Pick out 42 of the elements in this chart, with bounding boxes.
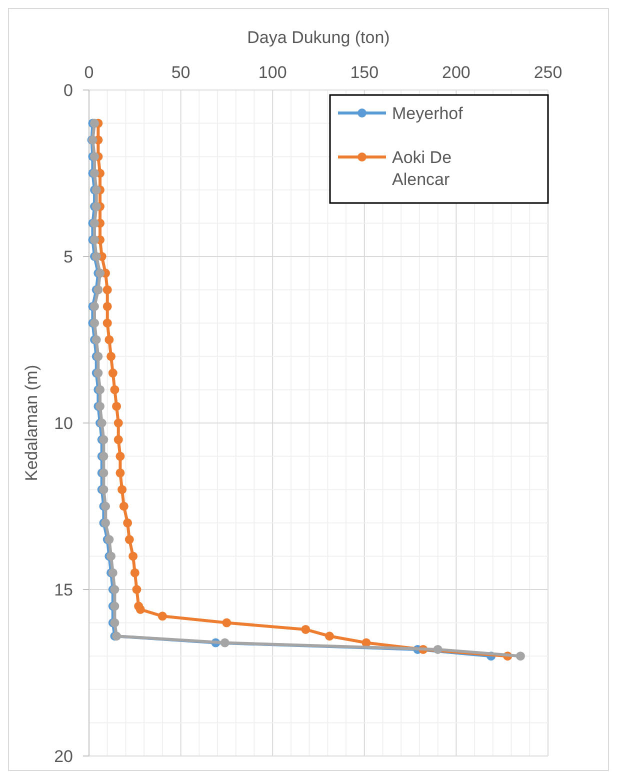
point: [158, 612, 167, 621]
legend-label: Aoki De Alencar: [392, 148, 452, 190]
point: [114, 418, 123, 428]
point: [433, 644, 442, 654]
point: [132, 585, 142, 594]
x-tick-label: 100: [258, 63, 287, 82]
y-axis-title: Kedalaman (m): [22, 364, 41, 482]
point: [106, 352, 116, 361]
point: [123, 518, 132, 528]
point: [112, 402, 122, 411]
point: [222, 618, 232, 628]
point: [119, 502, 128, 511]
y-tick-label: 0: [64, 80, 73, 100]
point: [130, 568, 140, 578]
point: [116, 452, 125, 461]
point: [516, 652, 525, 661]
point: [136, 604, 145, 614]
point: [128, 552, 138, 561]
point: [301, 624, 310, 634]
x-tick-label: 0: [84, 63, 94, 82]
x-tick-label: 150: [350, 63, 379, 82]
point: [118, 485, 127, 494]
x-tick-label: 200: [442, 63, 470, 82]
y-tick-label: 15: [54, 580, 73, 600]
y-tick-label: 20: [54, 746, 73, 766]
point: [102, 318, 112, 328]
point: [116, 468, 125, 478]
point: [220, 638, 230, 648]
point: [104, 335, 114, 344]
point: [108, 368, 118, 378]
point: [325, 632, 334, 641]
x-tick-label: 250: [534, 63, 562, 82]
point: [114, 435, 123, 444]
x-axis-title: Daya Dukung (ton): [247, 28, 390, 47]
legend-label: Meyerhof: [392, 104, 464, 123]
point: [102, 302, 112, 311]
point: [110, 385, 120, 394]
y-tick-label: 5: [64, 247, 73, 266]
y-tick-label: 10: [54, 414, 73, 433]
point: [124, 535, 134, 544]
x-tick-label: 50: [171, 63, 190, 82]
point: [102, 285, 112, 294]
